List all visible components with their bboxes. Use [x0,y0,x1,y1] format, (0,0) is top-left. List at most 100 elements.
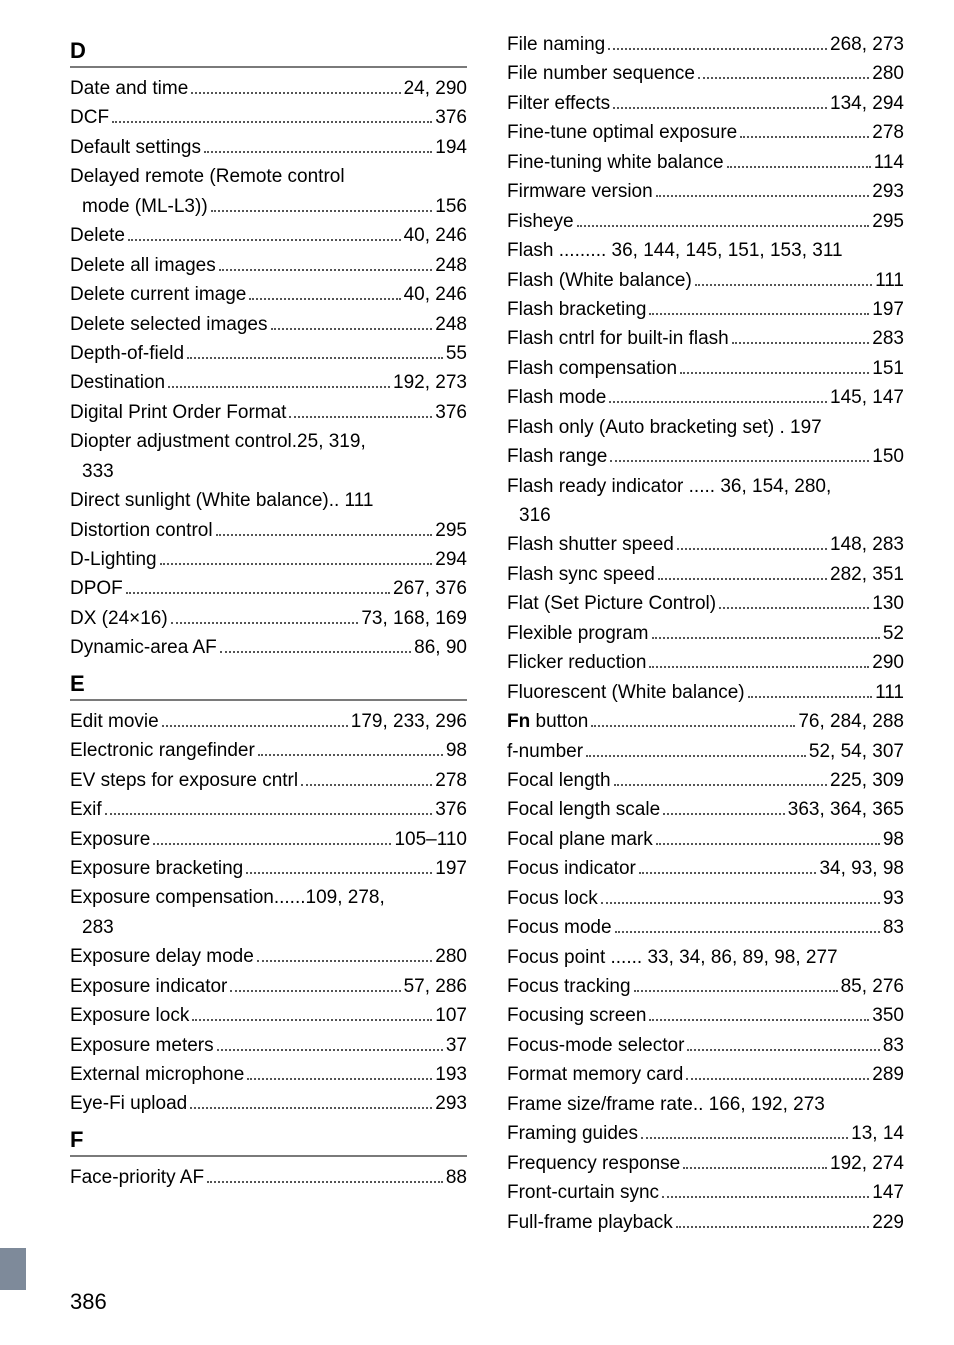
leader-dots [740,121,869,138]
index-entry: Eye-Fi upload293 [70,1089,467,1118]
leader-dots [698,62,869,79]
index-term: Fluorescent (White balance) [507,678,745,707]
index-entry: Exif376 [70,795,467,824]
leader-dots [271,312,433,329]
leader-dots [680,357,869,374]
index-pages: 147 [872,1178,904,1207]
leader-dots [168,371,390,388]
index-pages: 293 [435,1089,467,1118]
index-term: Date and time [70,74,188,103]
index-pages: 283 [872,324,904,353]
index-term: Flexible program [507,619,649,648]
index-term: Delete all images [70,251,216,280]
index-entry: Firmware version293 [507,177,904,206]
index-term: Exposure bracketing [70,854,243,883]
index-entry: Fine-tuning white balance114 [507,148,904,177]
index-term: Front-curtain sync [507,1178,659,1207]
index-entry: Exposure meters37 [70,1031,467,1060]
leader-dots [112,106,432,123]
leader-dots [662,1181,869,1198]
index-term: File naming [507,30,605,59]
leader-dots [162,710,348,727]
leader-dots [656,180,870,197]
index-entry: Focus mode83 [507,913,904,942]
index-term: Flash (White balance) [507,266,692,295]
leader-dots [190,1092,432,1109]
index-entry: Flash (White balance)111 [507,266,904,295]
index-term: Delete selected images [70,310,268,339]
index-entry: Filter effects134, 294 [507,89,904,118]
index-pages: 105–110 [394,825,467,854]
index-entry: Flash mode145, 147 [507,383,904,412]
index-entry: Fluorescent (White balance)111 [507,678,904,707]
index-entry: Frame size/frame rate.. 166, 192, 273 [507,1090,904,1119]
index-entry: Flash ready indicator ..... 36, 154, 280… [507,472,904,501]
index-term: Firmware version [507,177,653,206]
leader-dots [289,401,432,418]
index-pages: 248 [435,251,467,280]
index-term: External microphone [70,1060,244,1089]
index-pages: 40, 246 [404,280,467,309]
index-entry: 316 [507,501,904,530]
index-entry: Electronic rangefinder98 [70,736,467,765]
index-term: Focus tracking [507,972,631,1001]
index-entry: Focal length225, 309 [507,766,904,795]
index-pages: 282, 351 [830,560,904,589]
leader-dots [211,195,433,212]
index-entry: Flash bracketing197 [507,295,904,324]
index-term: Face-priority AF [70,1163,204,1192]
index-term: Focus lock [507,884,598,913]
index-term: Flat (Set Picture Control) [507,589,716,618]
leader-dots [586,739,806,756]
index-term: mode (ML-L3)) [70,192,208,221]
index-pages: 278 [435,766,467,795]
leader-dots [601,887,880,904]
index-term: Flash sync speed [507,560,655,589]
index-term: Exif [70,795,102,824]
index-term: DCF [70,103,109,132]
index-entry: Exposure bracketing197 [70,854,467,883]
index-term: Flash shutter speed [507,530,674,559]
index-term: Exposure lock [70,1001,189,1030]
index-entry: Format memory card289 [507,1060,904,1089]
index-term: Delayed remote (Remote control [70,162,345,191]
index-entry: Framing guides13, 14 [507,1119,904,1148]
index-pages: 192, 273 [393,368,467,397]
section-letter-D: D [70,38,467,68]
index-term: Focus mode [507,913,612,942]
index-entry: Exposure delay mode280 [70,942,467,971]
leader-dots [649,1004,869,1021]
index-entry: Focus point ...... 33, 34, 86, 89, 98, 2… [507,943,904,972]
index-term: Focal length [507,766,611,795]
section-letter-F: F [70,1127,467,1157]
leader-dots [217,1033,443,1050]
leader-dots [641,1122,848,1139]
leader-dots [686,1063,869,1080]
index-entry: Flash ......... 36, 144, 145, 151, 153, … [507,236,904,265]
leader-dots [695,268,872,285]
index-term: EV steps for exposure cntrl [70,766,298,795]
index-entry: Focusing screen350 [507,1001,904,1030]
index-pages: 148, 283 [830,530,904,559]
index-pages: 37 [446,1031,467,1060]
index-term: Edit movie [70,707,159,736]
leader-dots [683,1152,827,1169]
index-pages: 150 [872,442,904,471]
index-entry: Flash range150 [507,442,904,471]
leader-dots [727,151,871,168]
index-pages: 363, 364, 365 [788,795,904,824]
index-term: Exposure delay mode [70,942,254,971]
index-entry: Distortion control295 [70,516,467,545]
index-pages: 156 [435,192,467,221]
index-pages: 88 [446,1163,467,1192]
index-pages: 179, 233, 296 [351,707,467,736]
index-term: Fn button [507,707,588,736]
leader-dots [677,533,827,550]
leader-dots [153,827,391,844]
index-term: Flicker reduction [507,648,646,677]
leader-dots [634,975,838,992]
index-entry: Default settings194 [70,133,467,162]
leader-dots [614,769,828,786]
index-entry: Frequency response192, 274 [507,1149,904,1178]
index-term: Fisheye [507,207,574,236]
